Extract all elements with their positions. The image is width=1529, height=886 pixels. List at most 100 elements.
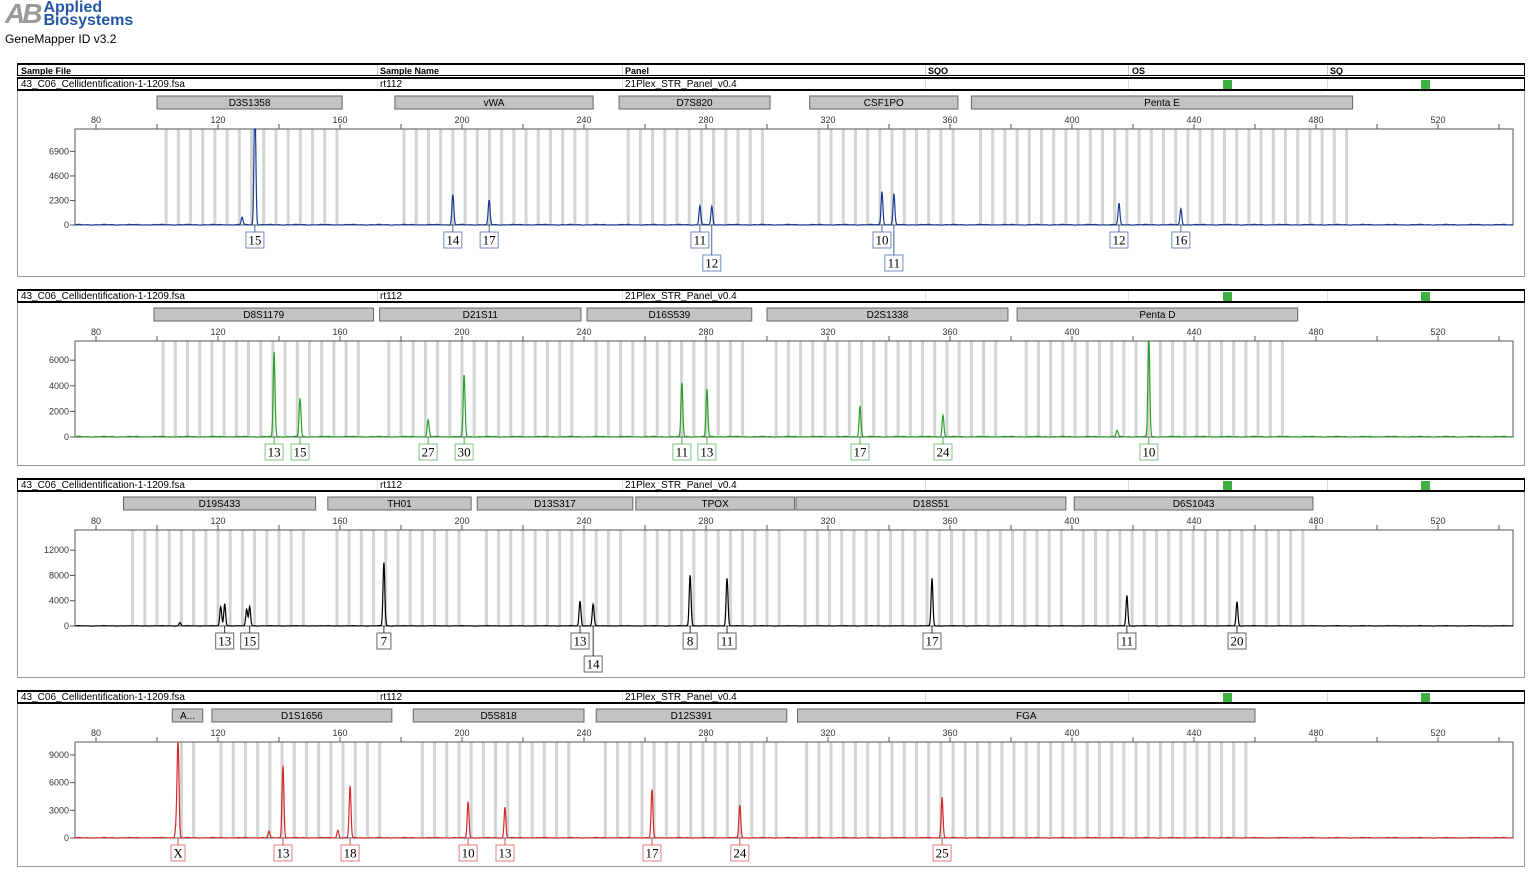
allele-bin (969, 341, 973, 437)
x-tick-label: 480 (1308, 327, 1323, 337)
allele-label-box[interactable] (240, 632, 260, 650)
locus-bar[interactable] (394, 95, 594, 110)
allele-label-box[interactable] (245, 231, 265, 249)
allele-bin (933, 341, 937, 437)
locus-label: D1S1656 (281, 711, 323, 722)
locus-bar[interactable] (1073, 496, 1314, 511)
allele-bin (457, 742, 461, 838)
allele-bin (937, 530, 941, 626)
allele-bin (518, 742, 522, 838)
allele-label-box[interactable] (340, 844, 360, 862)
allele-bin (256, 742, 260, 838)
allele-label-box[interactable] (1227, 632, 1247, 650)
locus-bar[interactable] (586, 307, 753, 322)
allele-label-box[interactable] (1117, 632, 1137, 650)
column-sqo[interactable]: SQO (928, 66, 949, 76)
column-os[interactable]: OS (1132, 66, 1146, 76)
x-tick-label: 480 (1308, 516, 1323, 526)
locus-bar[interactable] (766, 307, 1009, 322)
allele-label-box[interactable] (730, 844, 750, 862)
locus-bar[interactable] (156, 95, 343, 110)
peak-apex (337, 830, 339, 832)
sq-quality-flag (1421, 80, 1430, 89)
allele-bin (619, 530, 623, 626)
allele-label-box[interactable] (642, 844, 662, 862)
os-quality-flag (1223, 80, 1232, 89)
locus-bar[interactable] (476, 496, 634, 511)
locus-bar[interactable] (122, 496, 317, 511)
allele-bin (1244, 742, 1248, 838)
allele-bin (298, 129, 302, 225)
column-sample-name[interactable]: Sample Name (380, 66, 440, 76)
allele-label: 17 (646, 846, 660, 861)
panel-cell: 21Plex_STR_Panel_v0.4 (625, 291, 737, 302)
allele-bin (1219, 742, 1223, 838)
allele-label-box[interactable] (376, 632, 392, 650)
allele-label-box[interactable] (583, 655, 603, 673)
allele-bin (1134, 742, 1138, 838)
locus-bar[interactable] (618, 95, 771, 110)
sample-row[interactable]: 43_C06_Cellidentification-1-1209.fsa rt11… (17, 289, 1525, 303)
column-panel[interactable]: Panel (625, 66, 650, 76)
allele-label-box[interactable] (458, 844, 478, 862)
locus-bar[interactable] (795, 496, 1067, 511)
allele-bin (986, 530, 990, 626)
y-tick-label: 9000 (49, 750, 69, 760)
allele-bin (268, 742, 272, 838)
allele-label-box[interactable] (418, 443, 438, 461)
allele-bin (878, 742, 882, 838)
allele-label-box[interactable] (170, 844, 186, 862)
allele-label-box[interactable] (570, 632, 590, 650)
locus-bar[interactable] (1016, 307, 1299, 322)
allele-label: 27 (422, 445, 436, 460)
allele-bin (570, 530, 574, 626)
locus-bar[interactable] (809, 95, 959, 110)
locus-bar[interactable] (211, 708, 393, 723)
allele-bin (558, 341, 562, 437)
allele-label-box[interactable] (454, 443, 474, 461)
locus-bar[interactable] (379, 307, 582, 322)
allele-label-box[interactable] (682, 632, 698, 650)
locus-bar[interactable] (970, 95, 1354, 110)
allele-bin (762, 742, 766, 838)
sample-row[interactable]: 43_C06_Cellidentification-1-1209.fsa rt11… (17, 77, 1525, 91)
allele-label-box[interactable] (273, 844, 293, 862)
y-tick-label: 0 (64, 432, 69, 442)
sample-row[interactable]: 43_C06_Cellidentification-1-1209.fsa rt11… (17, 690, 1525, 704)
locus-bar[interactable] (412, 708, 585, 723)
allele-label-box[interactable] (690, 231, 710, 249)
allele-label-box[interactable] (443, 231, 463, 249)
allele-label-box[interactable] (479, 231, 499, 249)
allele-label-box[interactable] (922, 632, 942, 650)
allele-label-box[interactable] (1171, 231, 1191, 249)
locus-bar[interactable] (327, 496, 472, 511)
allele-label-box[interactable] (933, 443, 953, 461)
locus-bar[interactable] (171, 708, 204, 723)
locus-bar[interactable] (153, 307, 375, 322)
allele-bin (852, 530, 856, 626)
locus-bar[interactable] (797, 708, 1256, 723)
allele-label-box[interactable] (290, 443, 310, 461)
sample-name-cell: rt112 (380, 692, 403, 703)
column-sq[interactable]: SQ (1330, 66, 1344, 76)
allele-label-box[interactable] (702, 254, 722, 272)
allele-label-box[interactable] (697, 443, 717, 461)
allele-label-box[interactable] (215, 632, 235, 650)
column-sample-file[interactable]: Sample File (21, 66, 72, 76)
allele-label-box[interactable] (1109, 231, 1129, 249)
allele-label-box[interactable] (932, 844, 952, 862)
allele-label-box[interactable] (1139, 443, 1159, 461)
sample-row[interactable]: 43_C06_Cellidentification-1-1209.fsa rt11… (17, 478, 1525, 492)
allele-label-box[interactable] (850, 443, 870, 461)
allele-bin (545, 341, 549, 437)
allele-label-box[interactable] (672, 443, 692, 461)
allele-label-box[interactable] (872, 231, 892, 249)
allele-label-box[interactable] (264, 443, 284, 461)
allele-label-box[interactable] (495, 844, 515, 862)
locus-bar[interactable] (635, 496, 795, 511)
y-tick-label: 4000 (49, 596, 69, 606)
allele-label-box[interactable] (884, 254, 904, 272)
locus-bar[interactable] (595, 708, 788, 723)
allele-bin (853, 742, 857, 838)
allele-label-box[interactable] (717, 632, 737, 650)
